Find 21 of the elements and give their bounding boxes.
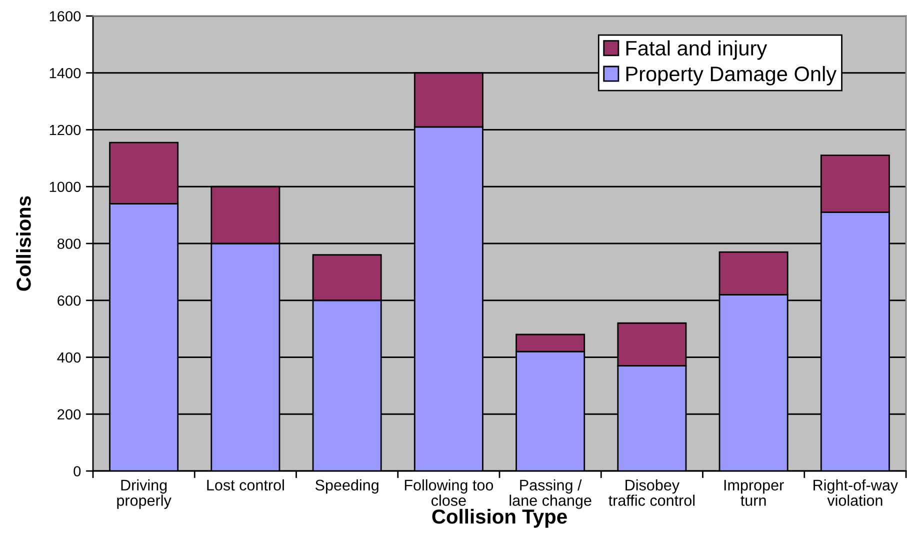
x-tick-label: Speeding [315,479,378,494]
y-tick-label: 1000 [50,182,81,192]
x-tick-label: Improper turn [724,480,784,506]
y-axis-title: Collisions [16,196,31,291]
y-tick-label: 400 [57,352,81,363]
y-tick-label: 0 [74,466,81,476]
y-tick-label: 1200 [50,124,81,136]
y-tick-label: 1400 [50,68,81,78]
y-tick-label: 600 [58,295,81,306]
x-axis-title: Collision Type [432,508,567,528]
x-tick-label: Lost control [207,479,284,491]
x-tick-label: Disobey traffic control [608,479,695,506]
x-tick-label: Driving properly [117,479,172,509]
legend-label: Fatal and injury [626,40,768,60]
x-tick-label: Right-of-way violation [814,479,898,506]
y-tick-label: 1600 [50,11,81,22]
y-tick-label: 800 [58,238,81,249]
legend-label: Property Damage Only [626,66,837,86]
x-tick-label: Passing / lane change [510,479,592,509]
y-tick-label: 200 [58,409,81,420]
x-tick-label: Following too close [404,479,494,506]
